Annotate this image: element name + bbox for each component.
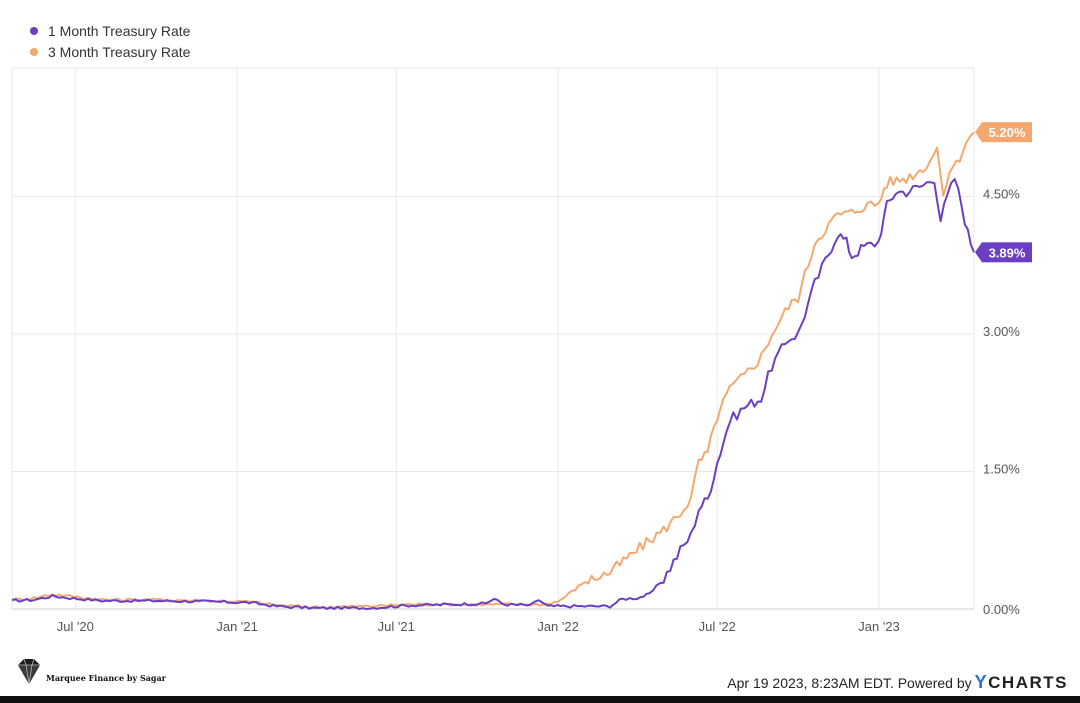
series-line-3-month <box>11 131 975 610</box>
x-tick-label: Jul '22 <box>699 619 736 634</box>
end-label-1-month: 3.89% <box>975 242 1032 263</box>
chart-area: 0.00% 1.50% 3.00% 4.50% Jul '20 Jan '21 Jul '2… <box>11 67 1032 634</box>
ycharts-logo-y: Y <box>974 672 989 692</box>
footer: Marquee Finance by Sagar Apr 19 2023, 8:… <box>0 650 1080 703</box>
y-tick-label: 3.00% <box>983 324 1020 339</box>
y-tick-label: 4.50% <box>983 186 1020 201</box>
logo-text: Marquee Finance by Sagar <box>46 673 166 683</box>
end-label-pointer <box>975 242 982 263</box>
end-label-box <box>982 242 1032 263</box>
axis-layer: 0.00% 1.50% 3.00% 4.50% Jul '20 Jan '21 Jul '2… <box>57 186 1021 634</box>
legend-item-1-month[interactable]: 1 Month Treasury Rate <box>30 20 190 41</box>
end-label-pointer <box>975 122 982 143</box>
series-line-1-month <box>11 178 975 610</box>
y-tick-label: 1.50% <box>983 461 1020 476</box>
x-tick-label: Jan '23 <box>858 619 900 634</box>
diamond-icon <box>18 658 40 685</box>
grid-layer <box>11 67 975 610</box>
legend-label-1-month: 1 Month Treasury Rate <box>48 22 191 39</box>
legend-dot-1-month <box>30 26 38 35</box>
ycharts-logo-rest: CHARTS <box>988 673 1068 692</box>
end-label-3-month: 5.20% <box>975 122 1032 143</box>
legend-item-3-month[interactable]: 3 Month Treasury Rate <box>30 41 190 62</box>
plot-frame <box>11 67 975 610</box>
bottom-bar <box>0 696 1080 703</box>
x-tick-label: Jul '20 <box>57 619 94 634</box>
logo: Marquee Finance by Sagar <box>14 656 166 686</box>
credit: Apr 19 2023, 8:23AM EDT. Powered by YCHA… <box>727 672 1068 693</box>
x-tick-label: Jan '22 <box>537 619 579 634</box>
legend-label-3-month: 3 Month Treasury Rate <box>48 43 191 60</box>
x-tick-label: Jan '21 <box>216 619 258 634</box>
legend-dot-3-month <box>30 47 38 56</box>
x-tick-label: Jul '21 <box>378 619 415 634</box>
end-label-text: 5.20% <box>989 125 1026 140</box>
end-label-text: 3.89% <box>989 245 1026 260</box>
y-tick-label: 0.00% <box>983 602 1020 617</box>
end-label-layer: 3.89% 5.20% <box>975 122 1032 263</box>
ycharts-logo[interactable]: YCHARTS <box>975 672 1068 693</box>
chart-legend: 1 Month Treasury Rate 3 Month Treasury R… <box>30 20 190 62</box>
series-layer <box>11 131 975 610</box>
end-label-box <box>982 122 1032 143</box>
credit-text: Apr 19 2023, 8:23AM EDT. Powered by <box>727 674 972 691</box>
